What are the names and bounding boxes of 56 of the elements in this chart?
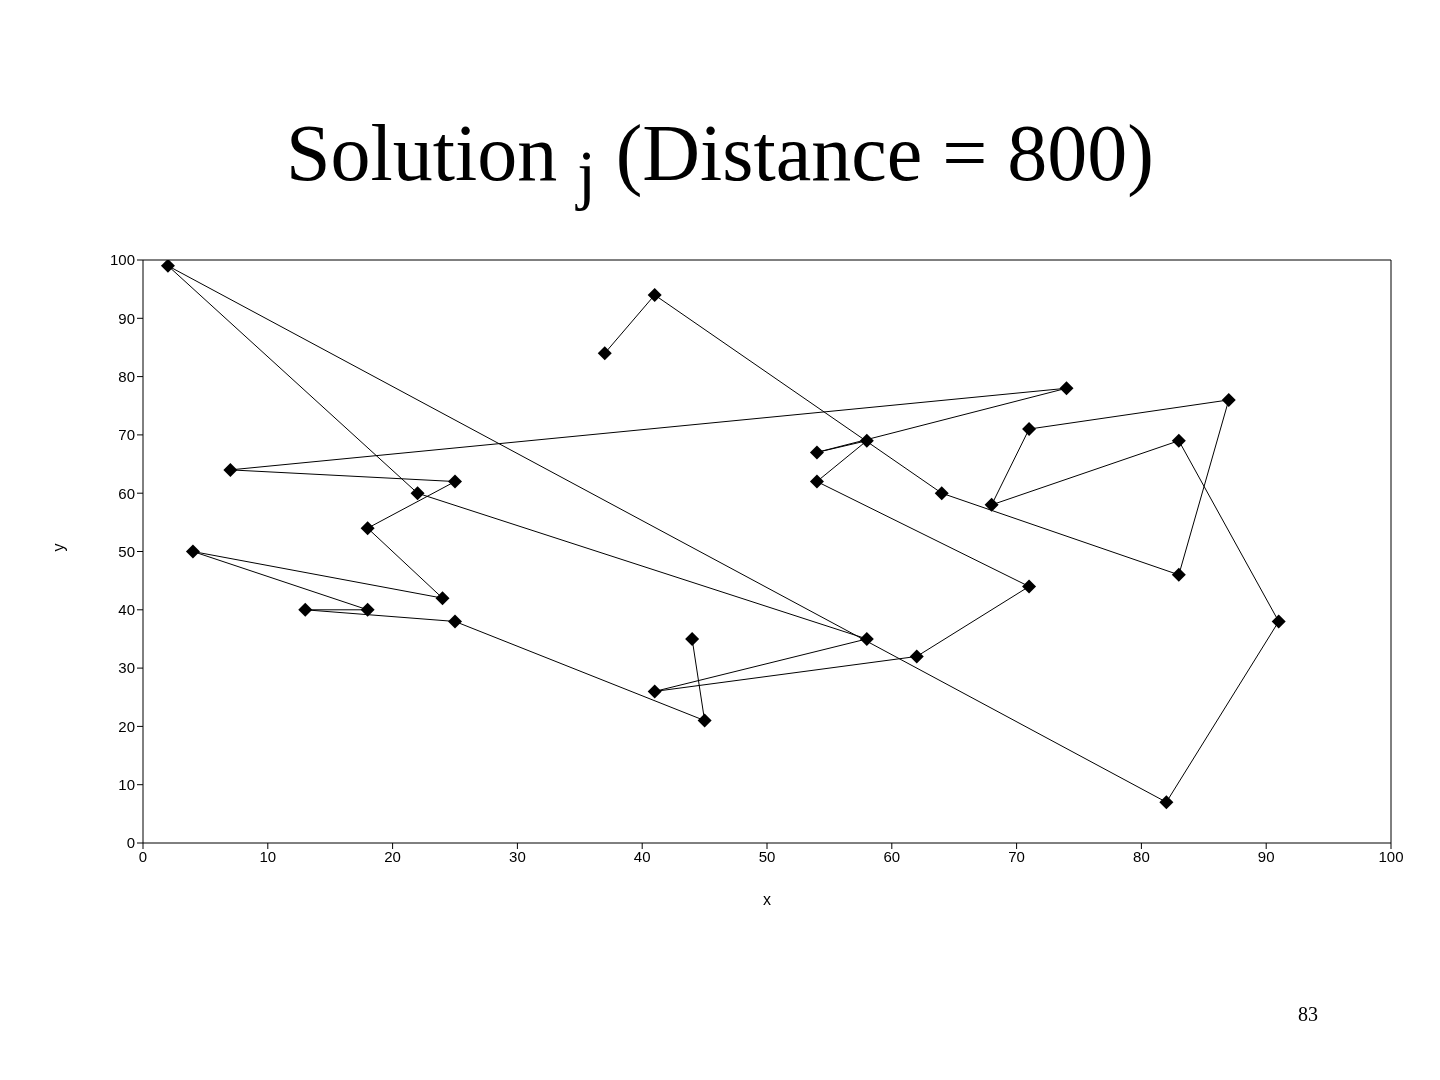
point xyxy=(185,544,200,559)
point xyxy=(909,649,924,664)
point xyxy=(1159,795,1174,810)
point xyxy=(360,521,375,536)
point xyxy=(934,486,949,501)
y-tick-label: 100 xyxy=(109,251,135,269)
y-tick-label: 50 xyxy=(118,542,135,560)
point xyxy=(859,433,874,448)
point xyxy=(1221,392,1236,407)
point xyxy=(1271,614,1286,629)
chart-title: Solution $_{j}$ (Distance = 800) xyxy=(285,108,1155,213)
y-axis-title: y xyxy=(49,543,67,552)
point xyxy=(1022,579,1037,594)
point xyxy=(1022,422,1037,437)
point xyxy=(984,497,999,512)
point xyxy=(223,462,238,477)
point xyxy=(597,346,612,361)
point xyxy=(1059,381,1074,396)
y-tick-label: 40 xyxy=(118,601,135,619)
y-tick-label: 30 xyxy=(118,659,135,677)
x-tick-label: 10 xyxy=(259,847,277,865)
point xyxy=(647,287,662,302)
x-tick-label: 100 xyxy=(1378,847,1404,865)
point xyxy=(298,602,313,617)
x-tick-label: 80 xyxy=(1133,847,1150,865)
y-tick-label: 0 xyxy=(126,834,135,852)
x-tick-label: 90 xyxy=(1257,847,1275,865)
x-tick-label: 20 xyxy=(384,847,401,865)
point xyxy=(435,591,450,606)
x-tick-label: 30 xyxy=(509,847,526,865)
point xyxy=(410,486,425,501)
point xyxy=(1171,567,1186,582)
y-tick-label: 20 xyxy=(118,717,135,735)
x-tick-label: 60 xyxy=(883,847,901,865)
point xyxy=(809,445,824,460)
x-tick-label: 40 xyxy=(633,847,651,865)
y-tick-label: 80 xyxy=(118,367,135,385)
point xyxy=(448,474,462,489)
point xyxy=(1171,433,1186,448)
point xyxy=(859,631,874,646)
point xyxy=(685,631,700,646)
point xyxy=(697,713,712,728)
x-axis-title: x xyxy=(763,891,771,908)
x-tick-label: 50 xyxy=(758,847,776,865)
point xyxy=(809,474,824,489)
text: 83 xyxy=(1297,1003,1319,1026)
y-tick-label: 60 xyxy=(118,484,135,502)
point xyxy=(360,602,375,617)
y-tick-label: 10 xyxy=(118,776,135,794)
y-tick-label: 90 xyxy=(118,309,135,327)
x-tick-label: 70 xyxy=(1008,847,1025,865)
y-tick-label: 70 xyxy=(118,426,135,444)
point xyxy=(160,260,175,273)
point xyxy=(448,614,462,629)
point xyxy=(647,684,662,699)
x-tick-label: 0 xyxy=(138,847,148,865)
